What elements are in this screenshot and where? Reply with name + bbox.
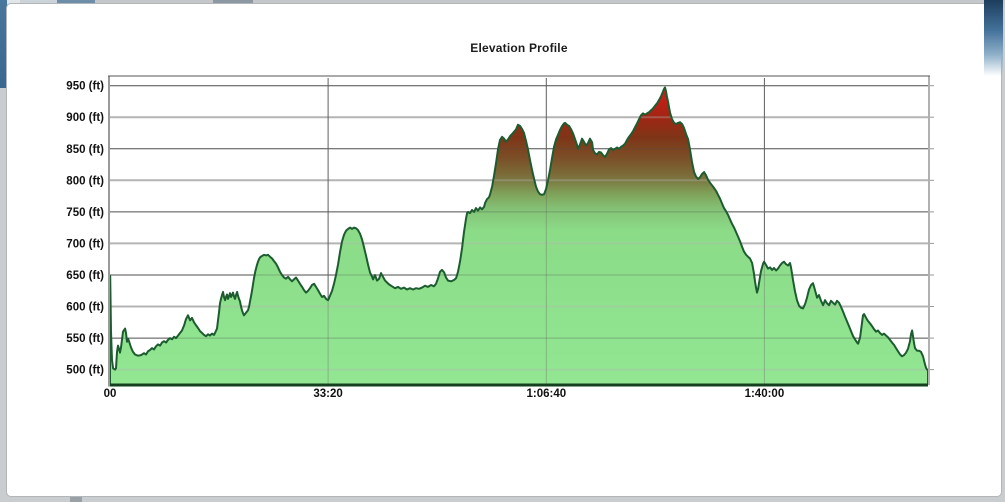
- y-axis-label-600: 600 (ft): [66, 302, 104, 314]
- window-top-strip-segment-0: [6, 0, 20, 4]
- x-axis-label-00: 00: [104, 388, 117, 400]
- window-top-strip-segment-1: [20, 0, 57, 4]
- x-axis-label-33:20: 33:20: [313, 388, 342, 400]
- elevation-area: [110, 87, 928, 385]
- y-axis-label-500: 500 (ft): [66, 365, 104, 377]
- window-top-strip-segment-3: [95, 0, 213, 4]
- x-axis-label-1:40:00: 1:40:00: [745, 388, 785, 400]
- x-axis-label-1:06:40: 1:06:40: [526, 388, 566, 400]
- y-axis-label-850: 850 (ft): [66, 144, 104, 156]
- chart-title: Elevation Profile: [470, 41, 568, 55]
- y-axis-label-650: 650 (ft): [66, 270, 104, 282]
- y-axis-label-750: 750 (ft): [66, 207, 104, 219]
- window-top-strip-segment-2: [57, 0, 95, 4]
- background-window-left-edge: [0, 0, 7, 88]
- y-axis-label-800: 800 (ft): [66, 175, 104, 187]
- taskbar-fragment: [70, 497, 82, 502]
- background-window-scrollbar-edge: [984, 0, 1003, 76]
- window-top-strip-segment-5: [253, 0, 1005, 4]
- window-top-strip-segment-4: [213, 0, 253, 4]
- y-axis-label-900: 900 (ft): [66, 112, 104, 124]
- y-axis-label-700: 700 (ft): [66, 238, 104, 250]
- elevation-line: [109, 86, 929, 385]
- y-axis-label-950: 950 (ft): [66, 81, 104, 93]
- y-axis-label-550: 550 (ft): [66, 333, 104, 345]
